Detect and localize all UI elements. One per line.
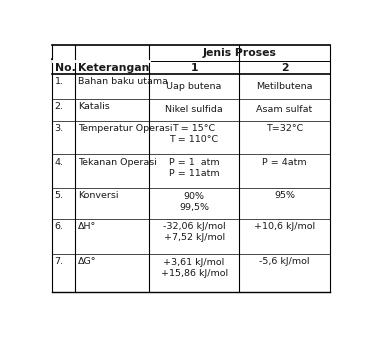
Text: 95%: 95% <box>274 191 295 200</box>
Text: ΔH°: ΔH° <box>78 222 96 231</box>
Text: P = 11atm: P = 11atm <box>169 169 219 178</box>
Text: +3,61 kJ/mol: +3,61 kJ/mol <box>164 258 225 266</box>
Text: +15,86 kJ/mol: +15,86 kJ/mol <box>161 268 228 278</box>
Text: Katalis: Katalis <box>78 102 110 111</box>
Text: 2.: 2. <box>55 102 64 111</box>
Text: Temperatur Operasi: Temperatur Operasi <box>78 124 173 133</box>
Text: Konversi: Konversi <box>78 191 119 200</box>
Text: 1: 1 <box>190 63 198 73</box>
Text: +7,52 kJ/mol: +7,52 kJ/mol <box>164 233 225 242</box>
Text: T = 15°C: T = 15°C <box>173 124 216 133</box>
Text: 4.: 4. <box>55 158 64 167</box>
Text: Tekanan Operasi: Tekanan Operasi <box>78 158 157 167</box>
Text: Nikel sulfida: Nikel sulfida <box>165 105 223 114</box>
Text: 99,5%: 99,5% <box>179 202 209 212</box>
Text: -5,6 kJ/mol: -5,6 kJ/mol <box>259 257 310 266</box>
Text: +10,6 kJ/mol: +10,6 kJ/mol <box>254 222 315 231</box>
Text: P = 1  atm: P = 1 atm <box>169 158 219 167</box>
Text: Keterangan: Keterangan <box>78 63 150 73</box>
Text: 7.: 7. <box>55 257 64 266</box>
Text: 5.: 5. <box>55 191 64 200</box>
Text: Metilbutena: Metilbutena <box>256 82 313 91</box>
Text: T = 110°C: T = 110°C <box>170 135 219 144</box>
Text: Asam sulfat: Asam sulfat <box>256 105 312 114</box>
Text: 6.: 6. <box>55 222 64 231</box>
Text: 90%: 90% <box>184 192 205 201</box>
Text: Uap butena: Uap butena <box>166 82 222 91</box>
Text: 3.: 3. <box>55 124 64 133</box>
Text: P = 4atm: P = 4atm <box>262 158 307 167</box>
Text: Bahan baku utama: Bahan baku utama <box>78 78 168 86</box>
Text: T=32°C: T=32°C <box>266 124 303 133</box>
Text: ΔG°: ΔG° <box>78 257 97 266</box>
Text: No.: No. <box>55 63 76 73</box>
Text: -32,06 kJ/mol: -32,06 kJ/mol <box>163 222 225 231</box>
Text: Jenis Proses: Jenis Proses <box>202 48 276 58</box>
Text: 2: 2 <box>280 63 288 73</box>
Text: 1.: 1. <box>55 78 64 86</box>
